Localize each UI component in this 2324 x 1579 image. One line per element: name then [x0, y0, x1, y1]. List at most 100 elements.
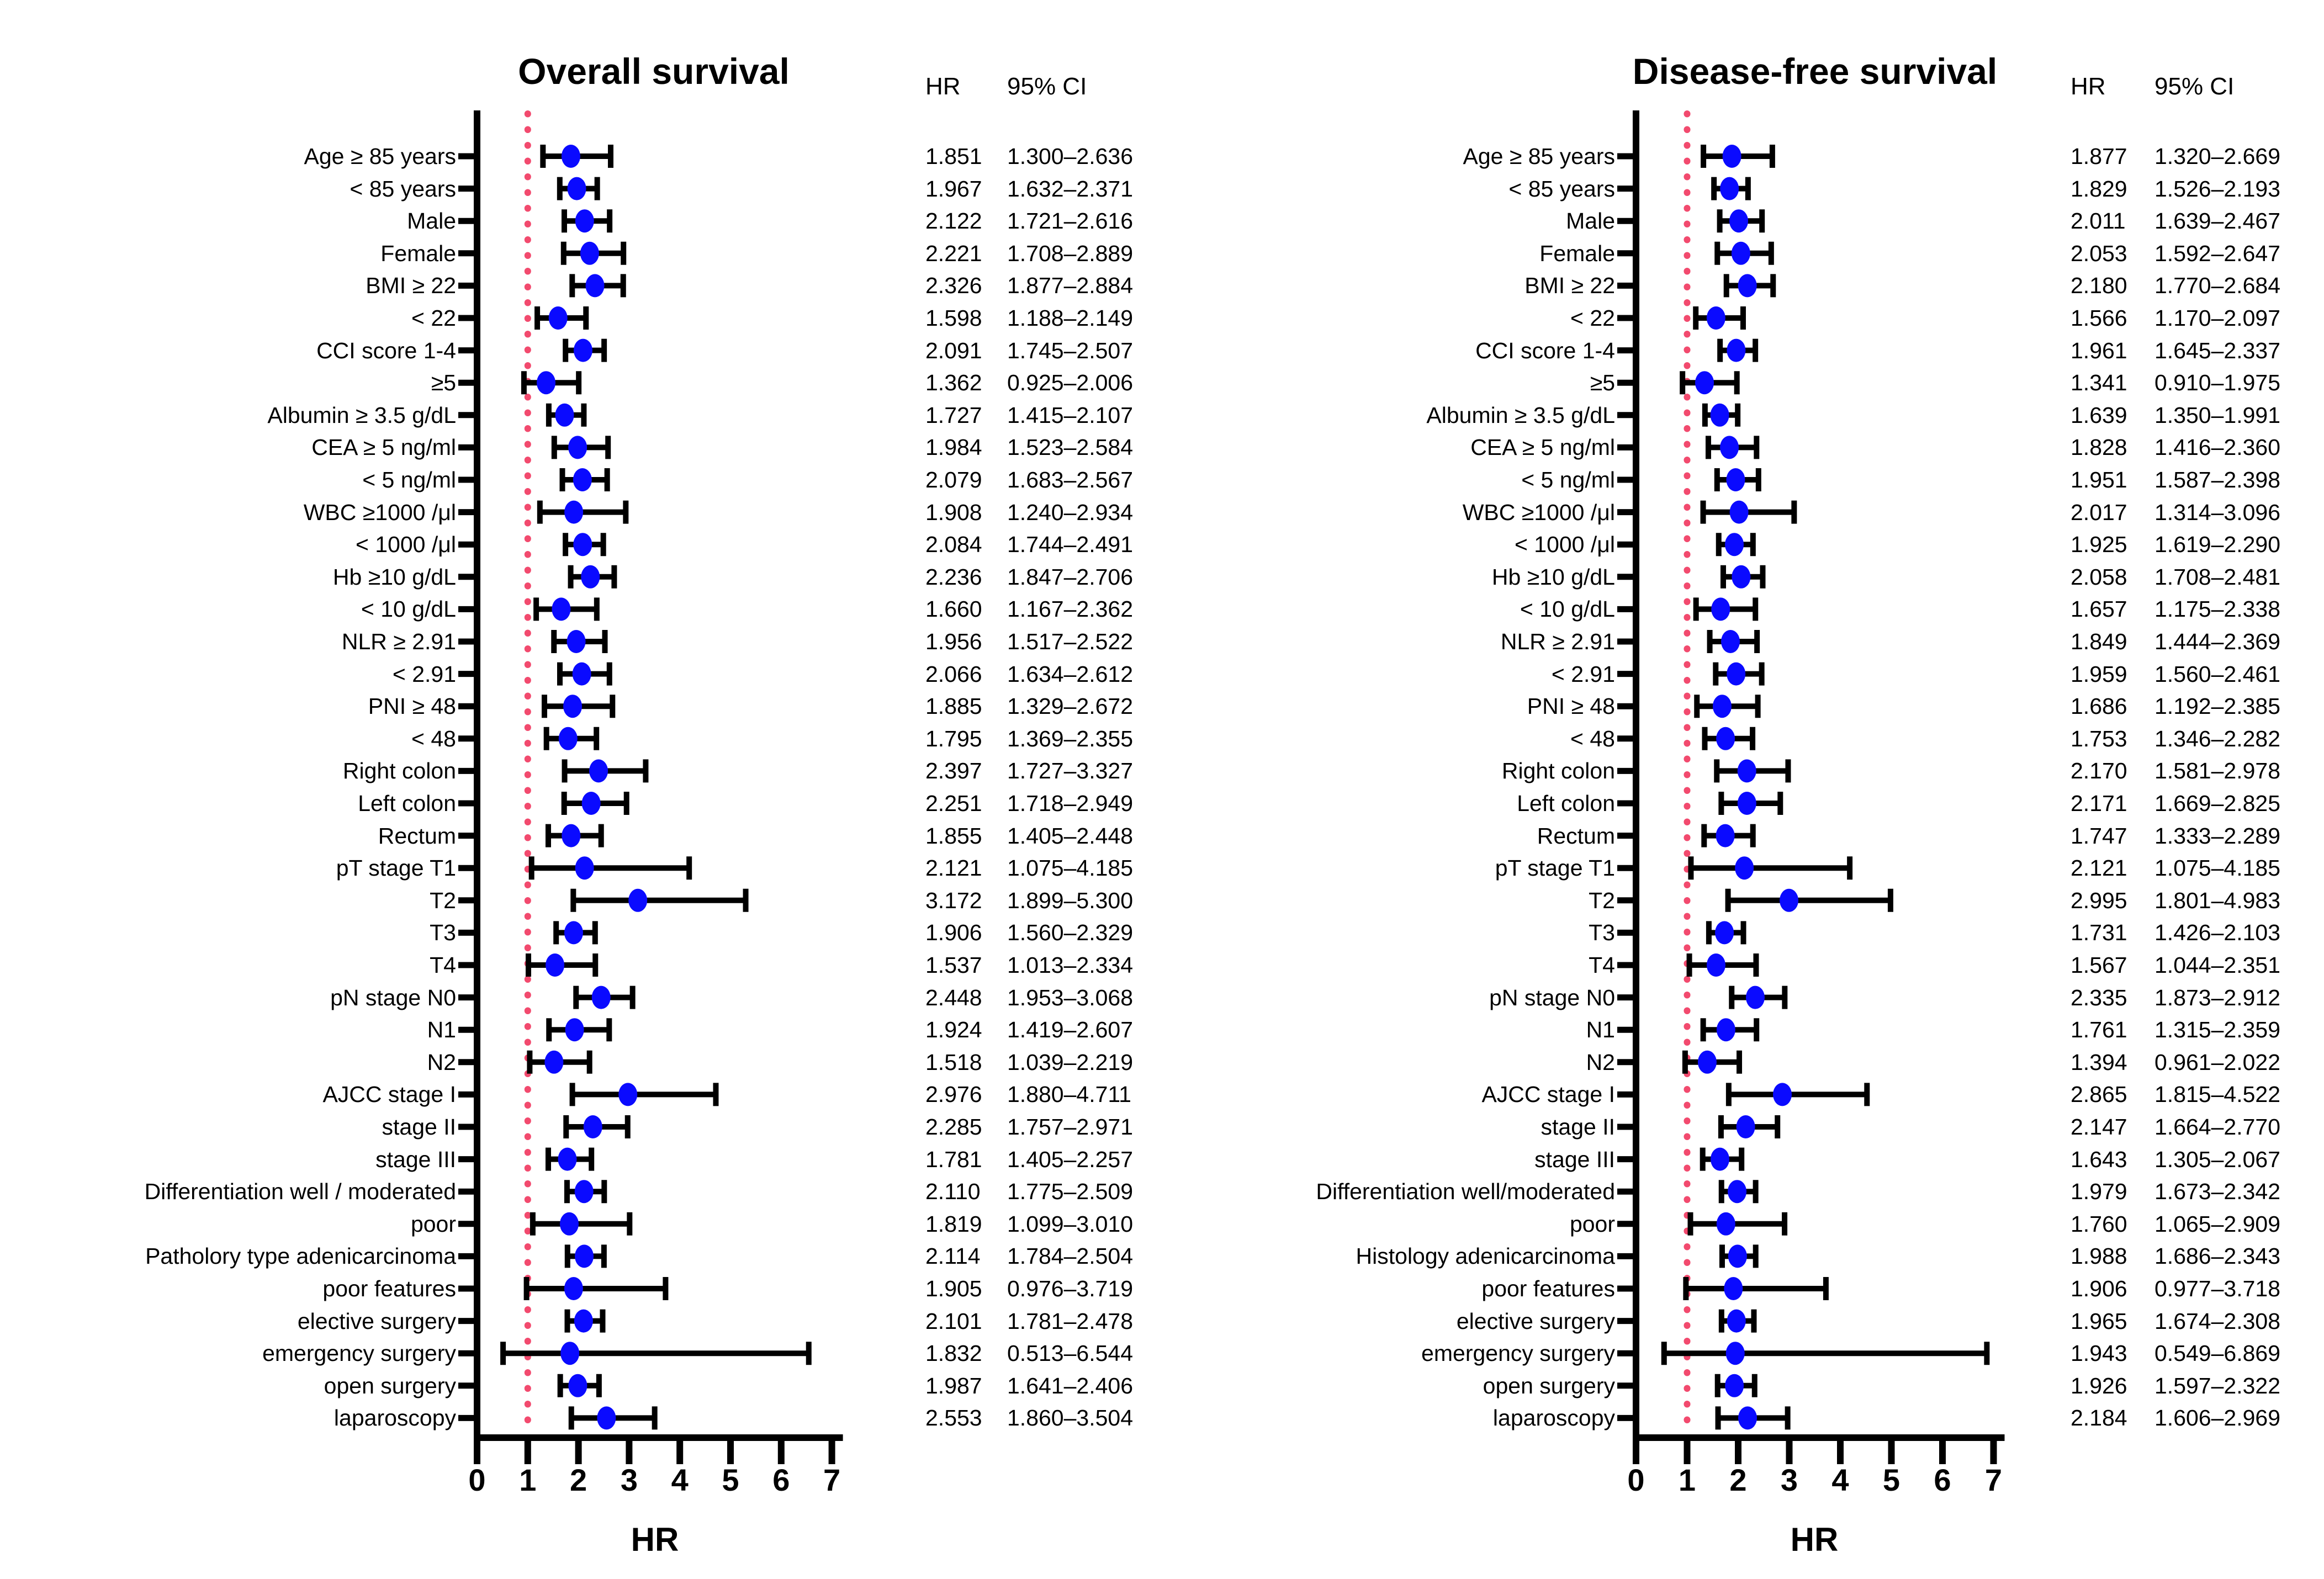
hr-point-marker: [574, 1180, 594, 1204]
ci-value: 1.953–3.068: [1007, 984, 1134, 1010]
ci-value: 1.426–2.103: [2154, 920, 2281, 946]
hr-point-marker: [568, 436, 587, 459]
hr-value: 1.598: [925, 305, 982, 331]
row-label: stage III: [1534, 1146, 1615, 1172]
hr-point-marker: [1727, 338, 1746, 362]
ci-value: 1.329–2.672: [1007, 693, 1134, 719]
ci-value: 1.708–2.481: [2154, 564, 2281, 590]
hr-point-marker: [1721, 630, 1740, 653]
hr-value: 1.984: [925, 435, 982, 460]
ci-value: 1.899–5.300: [1007, 887, 1134, 913]
hr-value: 1.567: [2071, 952, 2127, 978]
hr-value: 1.905: [925, 1276, 982, 1301]
hr-point-marker: [575, 209, 594, 233]
ci-value: 1.314–3.096: [2154, 499, 2281, 525]
x-tick-label: 5: [1882, 1463, 1901, 1497]
x-tick-label: 4: [1831, 1463, 1849, 1497]
x-tick-label: 0: [1627, 1463, 1645, 1497]
hr-value: 2.335: [2071, 984, 2127, 1010]
hr-value: 2.976: [925, 1082, 982, 1108]
ci-value: 1.350–1.991: [2154, 402, 2281, 428]
hr-point-marker: [1706, 953, 1725, 977]
hr-point-marker: [1720, 436, 1739, 459]
ci-value: 1.065–2.909: [2154, 1211, 2281, 1237]
hr-point-marker: [628, 888, 648, 912]
hr-value: 2.121: [925, 855, 982, 881]
hr-point-marker: [573, 533, 592, 557]
hr-value: 1.959: [2071, 661, 2127, 687]
ci-value: 0.976–3.719: [1007, 1276, 1134, 1301]
ci-value: 1.405–2.448: [1007, 823, 1134, 849]
row-label: Female: [380, 240, 456, 266]
hr-value: 2.236: [925, 564, 982, 590]
hr-value: 1.394: [2071, 1049, 2127, 1075]
row-label: Hb ≥10 g/dL: [1491, 564, 1615, 590]
ci-value: 1.075–4.185: [2154, 855, 2281, 881]
row-label: Left colon: [358, 791, 456, 816]
x-tick-label: 2: [1729, 1463, 1747, 1497]
ci-value: 1.873–2.912: [2154, 984, 2281, 1010]
hr-point-marker: [1716, 727, 1735, 750]
ci-value: 1.632–2.371: [1007, 176, 1134, 202]
ci-value: 1.419–2.607: [1007, 1017, 1134, 1043]
row-label: open surgery: [324, 1373, 456, 1398]
row-label: CCI score 1-4: [1475, 337, 1615, 363]
hr-point-marker: [561, 145, 580, 168]
hr-point-marker: [568, 1374, 587, 1397]
hr-point-marker: [1712, 695, 1732, 718]
hr-value: 2.066: [925, 661, 982, 687]
hr-value: 2.122: [925, 208, 982, 234]
hr-value: 1.362: [925, 370, 982, 396]
row-label: T2: [430, 887, 456, 913]
ci-value: 1.673–2.342: [2154, 1179, 2281, 1205]
panel-title-overall-survival: Overall survival: [518, 50, 790, 92]
hr-point-marker: [581, 792, 601, 815]
hr-value: 1.926: [2071, 1373, 2127, 1398]
hr-value: 1.885: [925, 693, 982, 719]
hr-value: 1.795: [925, 725, 982, 751]
row-label: NLR ≥ 2.91: [341, 629, 456, 654]
row-label: T3: [1589, 920, 1615, 946]
hr-point-marker: [1735, 856, 1754, 880]
x-tick-label: 1: [519, 1463, 537, 1497]
hr-point-marker: [575, 1244, 594, 1268]
row-label: Differentiation well / moderated: [144, 1179, 456, 1205]
x-axis-label: HR: [631, 1521, 679, 1558]
hr-value: 2.326: [925, 273, 982, 299]
row-label: < 48: [411, 725, 456, 751]
hr-value: 1.747: [2071, 823, 2127, 849]
ci-value: 1.346–2.282: [2154, 725, 2281, 751]
row-label: poor features: [322, 1276, 456, 1301]
panel-title-disease-free-survival: Disease-free survival: [1632, 50, 1998, 92]
x-tick-label: 5: [722, 1463, 739, 1497]
hr-value: 1.877: [2071, 144, 2127, 169]
hr-value: 1.943: [2071, 1340, 2127, 1366]
hr-point-marker: [564, 1277, 583, 1300]
hr-point-marker: [1722, 145, 1741, 168]
ci-value: 1.592–2.647: [2154, 240, 2281, 266]
ci-value: 1.369–2.355: [1007, 725, 1134, 751]
row-label: < 1000 /μl: [355, 532, 456, 558]
row-label: ≥5: [431, 370, 456, 396]
hr-value: 1.988: [2071, 1243, 2127, 1269]
hr-value: 2.865: [2071, 1082, 2127, 1108]
row-label: N1: [427, 1017, 456, 1043]
ci-column-header: 95% CI: [1007, 73, 1087, 100]
hr-value: 1.566: [2071, 305, 2127, 331]
ci-value: 1.581–2.978: [2154, 758, 2281, 784]
hr-value: 1.908: [925, 499, 982, 525]
hr-value: 1.956: [925, 629, 982, 654]
hr-value: 1.518: [925, 1049, 982, 1075]
ci-value: 1.099–3.010: [1007, 1211, 1134, 1237]
x-tick-label: 3: [620, 1463, 638, 1497]
hr-column-header: HR: [2071, 73, 2106, 100]
x-axis-label: HR: [1790, 1521, 1839, 1558]
hr-point-marker: [565, 1018, 584, 1042]
ci-value: 1.721–2.616: [1007, 208, 1134, 234]
row-label: pT stage T1: [1495, 855, 1615, 881]
row-label: CEA ≥ 5 ng/ml: [311, 435, 456, 460]
row-label: Hb ≥10 g/dL: [332, 564, 456, 590]
hr-point-marker: [564, 921, 583, 945]
ci-value: 1.167–2.362: [1007, 596, 1134, 622]
hr-value: 1.828: [2071, 435, 2127, 460]
